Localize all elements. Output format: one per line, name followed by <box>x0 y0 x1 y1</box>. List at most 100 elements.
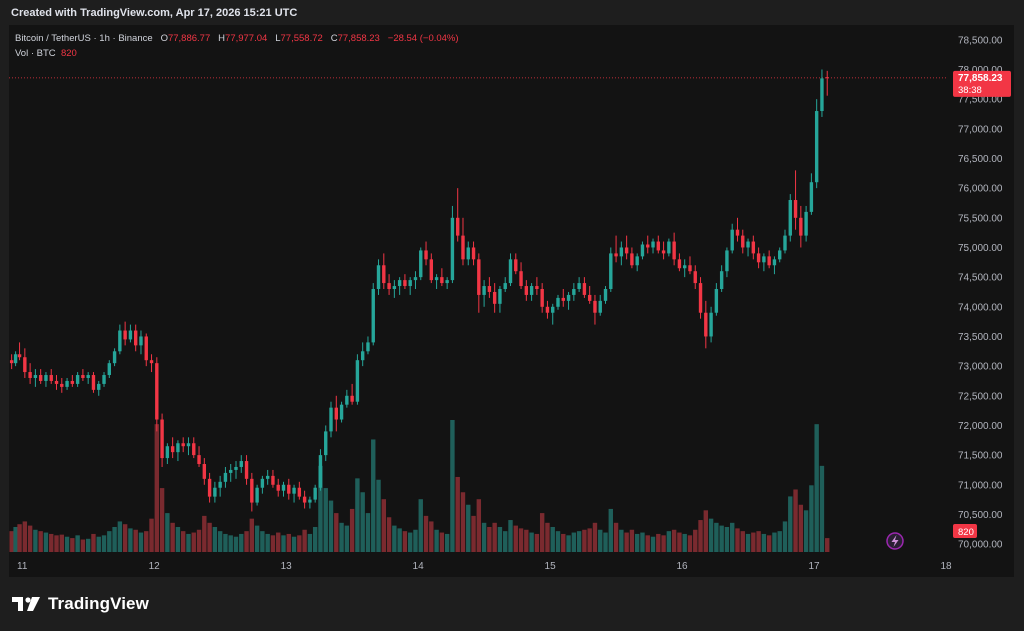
close-value: 77,858.23 <box>337 33 380 44</box>
volume-bar <box>244 531 249 552</box>
volume-bar <box>735 528 740 552</box>
candle <box>582 283 587 295</box>
volume-bar <box>112 526 117 552</box>
candle <box>207 478 212 497</box>
volume-bar <box>265 533 270 552</box>
y-tick-label: 78,000.00 <box>958 65 1003 76</box>
volume-bar <box>402 531 408 552</box>
candle <box>192 443 196 456</box>
candle <box>376 265 381 289</box>
candle <box>756 253 761 263</box>
volume-bar <box>423 515 429 552</box>
volume-bar <box>228 535 233 552</box>
symbol-label[interactable]: Bitcoin / TetherUS · 1h · Binance <box>15 33 153 44</box>
candle <box>640 244 645 257</box>
y-tick-label: 73,000.00 <box>958 362 1003 373</box>
volume-bar <box>323 488 328 552</box>
candle <box>719 271 724 289</box>
volume-bar <box>154 424 160 552</box>
price-tag-box <box>953 70 1011 97</box>
candle <box>672 241 676 260</box>
candle <box>60 383 64 387</box>
candle <box>329 407 333 432</box>
volume-bar <box>561 533 566 552</box>
volume-bar <box>819 465 825 552</box>
low-label: L <box>275 33 281 44</box>
volume-bar <box>318 465 323 552</box>
candle <box>308 499 312 503</box>
volume-bar <box>476 499 482 552</box>
volume-bar <box>582 529 587 552</box>
candle <box>529 286 534 295</box>
candle <box>339 404 344 420</box>
candle <box>619 247 624 257</box>
volume-bar <box>392 525 397 552</box>
candle <box>413 277 418 281</box>
price-tag-value: 77,858.23 <box>958 73 1003 84</box>
candle <box>350 395 354 402</box>
volume-legend: Vol · BTC 820 <box>15 48 77 59</box>
volume-bar <box>122 524 128 552</box>
volume-bar <box>761 533 767 552</box>
candle <box>133 330 138 346</box>
candle <box>334 407 338 420</box>
candle <box>587 294 592 301</box>
candle <box>302 496 307 503</box>
candle <box>107 363 111 376</box>
tradingview-logo-icon <box>12 597 40 611</box>
lightning-badge[interactable] <box>886 532 904 550</box>
volume-bar <box>825 538 830 552</box>
low-value: 77,558.72 <box>280 33 323 44</box>
candle <box>403 280 407 287</box>
volume-bar <box>344 525 350 552</box>
candle <box>677 259 682 269</box>
volume-bar <box>756 531 761 552</box>
volume-bar <box>286 533 291 552</box>
candle <box>498 289 502 304</box>
volume-bar <box>592 522 598 552</box>
candle <box>471 247 476 260</box>
candle <box>9 360 14 364</box>
candle <box>44 375 48 381</box>
volume-bar <box>788 496 793 552</box>
tradingview-wordmark: TradingView <box>48 594 149 613</box>
candle <box>292 487 296 494</box>
candle <box>276 484 280 491</box>
volume-bar <box>634 533 640 552</box>
volume-bar <box>85 538 91 552</box>
volume-bar <box>418 499 423 552</box>
volume-bar <box>534 533 540 552</box>
volume-bar <box>165 513 170 552</box>
candle <box>75 375 80 384</box>
volume-bar <box>777 531 782 552</box>
candle <box>65 380 69 387</box>
chart-frame[interactable] <box>9 25 1014 577</box>
candle <box>603 289 608 301</box>
tradingview-logo[interactable]: TradingView <box>12 594 149 614</box>
candle <box>170 446 175 453</box>
candle <box>324 431 328 456</box>
volume-bar <box>381 499 386 552</box>
volume-bar <box>487 526 492 552</box>
volume-bar <box>550 526 555 552</box>
candle <box>13 354 18 364</box>
volume-bar <box>708 518 714 552</box>
y-tick-label: 76,000.00 <box>958 184 1003 195</box>
candle <box>693 271 697 284</box>
volume-bar <box>598 529 603 552</box>
volume-bar <box>13 526 18 552</box>
y-tick-label: 77,500.00 <box>958 95 1003 106</box>
volume-bar <box>360 492 365 552</box>
volume-bar <box>355 478 360 552</box>
volume-bar <box>181 531 186 552</box>
candle <box>234 466 238 470</box>
candle <box>186 443 191 447</box>
volume-bar <box>576 531 582 552</box>
candle <box>540 289 544 307</box>
volume-bar <box>650 536 656 552</box>
volume-bar <box>793 489 798 552</box>
volume-bar <box>640 532 645 552</box>
volume-bar <box>539 513 545 552</box>
volume-label[interactable]: Vol · BTC <box>15 48 56 59</box>
